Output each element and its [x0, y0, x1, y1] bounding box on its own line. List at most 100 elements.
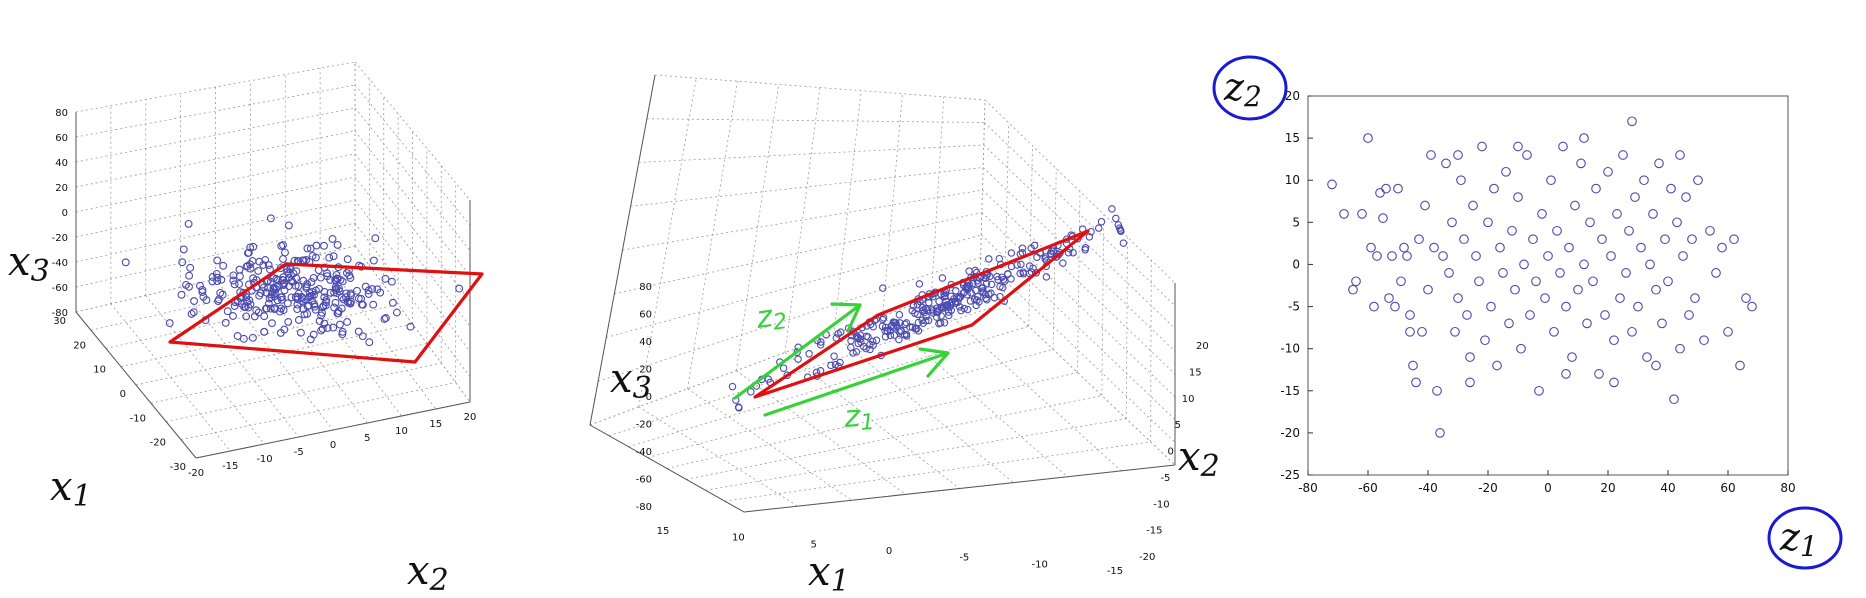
data-point: [1495, 242, 1505, 253]
grid-line: [833, 90, 862, 335]
tick-label: 0: [1168, 447, 1174, 458]
data-point: [455, 284, 464, 293]
data-point: [187, 309, 196, 318]
data-point: [277, 293, 286, 302]
data-point: [1561, 369, 1571, 379]
data-point: [1465, 377, 1475, 388]
data-point: [178, 258, 187, 267]
data-point: [935, 319, 943, 328]
x-tick-label: -80: [1298, 481, 1318, 495]
data-point: [1609, 335, 1619, 346]
data-point: [1094, 224, 1103, 232]
grid-line: [784, 87, 821, 353]
tick-label: 0: [330, 440, 336, 451]
data-point: [834, 329, 842, 338]
data-point: [1690, 293, 1700, 303]
data-point: [1645, 259, 1655, 270]
data-point: [406, 322, 415, 331]
tick-label: -80: [636, 502, 652, 513]
data-point: [249, 242, 258, 251]
data-point: [1519, 259, 1529, 270]
data-point: [392, 308, 401, 317]
plot2-z-axis-label: x3: [610, 356, 652, 406]
data-point: [1027, 244, 1035, 253]
data-point: [1549, 326, 1559, 337]
x-tick-label: 40: [1660, 481, 1675, 495]
data-point: [1624, 225, 1634, 236]
data-point: [913, 300, 922, 309]
data-point: [283, 299, 292, 308]
data-point: [1112, 214, 1120, 223]
grid-line: [882, 93, 903, 317]
data-point: [185, 271, 194, 280]
data-point: [381, 314, 390, 322]
data-point: [293, 300, 302, 309]
data-point: [219, 261, 228, 270]
grid-line: [354, 107, 471, 251]
data-point: [214, 297, 223, 306]
data-point: [852, 348, 861, 356]
data-point: [1004, 270, 1012, 278]
data-point: [1489, 183, 1499, 194]
data-point: [935, 305, 943, 314]
data-point: [1594, 369, 1604, 379]
tick-label: 60: [55, 133, 68, 144]
data-point: [250, 312, 259, 321]
data-point: [990, 293, 999, 302]
data-point: [245, 296, 254, 305]
data-point: [311, 253, 320, 262]
data-point: [954, 295, 963, 303]
grid-line: [687, 388, 852, 501]
data-point: [952, 286, 960, 295]
data-point: [343, 318, 352, 326]
data-point: [1513, 141, 1523, 152]
data-point: [186, 263, 195, 272]
data-point: [369, 300, 378, 309]
grid-line: [110, 303, 231, 452]
data-point: [1561, 301, 1571, 312]
tick-label: 5: [364, 433, 370, 444]
data-point: [1097, 217, 1106, 226]
data-point: [330, 288, 339, 297]
data-point: [284, 269, 293, 278]
data-point: [1612, 209, 1622, 219]
data-point: [1630, 192, 1640, 202]
data-point: [987, 289, 995, 297]
x-tick-label: 0: [1544, 481, 1552, 495]
data-point: [302, 256, 311, 264]
data-point: [1462, 310, 1472, 320]
data-point: [994, 275, 1002, 284]
data-point: [1405, 310, 1415, 320]
data-point: [1513, 192, 1523, 202]
data-point: [320, 241, 328, 250]
data-point: [1510, 284, 1520, 295]
data-point: [1651, 284, 1661, 295]
axis-edge: [195, 401, 471, 459]
plot1-3d-scatter: 806040200-20-40-60-803020100-10-20-30-20…: [8, 61, 484, 598]
plot2-ticks: 80 60 40 20 0 -20 -40 -60 -80 15 10 5 0 -5 -10 -15 -20 -1…: [636, 282, 1209, 577]
grid-line: [982, 167, 1176, 352]
grid-line: [75, 61, 356, 113]
data-point: [1381, 183, 1391, 194]
tick-label: -10: [1153, 499, 1169, 510]
data-point: [1615, 293, 1625, 303]
y-tick-label: -15: [1280, 384, 1300, 398]
grid-line: [705, 418, 1127, 491]
data-point: [293, 292, 302, 301]
tick-label: 20: [55, 183, 68, 194]
data-point: [852, 332, 861, 340]
data-point: [265, 294, 274, 303]
grid-line: [1077, 191, 1081, 373]
data-point: [246, 300, 255, 309]
tick-label: 10: [93, 365, 106, 376]
data-point: [747, 388, 755, 396]
tick-label: -60: [52, 283, 68, 294]
data-point: [1663, 276, 1673, 287]
tick-label: -10: [130, 413, 146, 424]
data-point: [1609, 377, 1619, 388]
plot2-red-outline: [753, 229, 1090, 399]
data-point: [1426, 150, 1436, 160]
data-point: [941, 301, 950, 310]
plot3-x-axis-label: z1: [1779, 515, 1818, 563]
grid-line: [930, 96, 945, 299]
